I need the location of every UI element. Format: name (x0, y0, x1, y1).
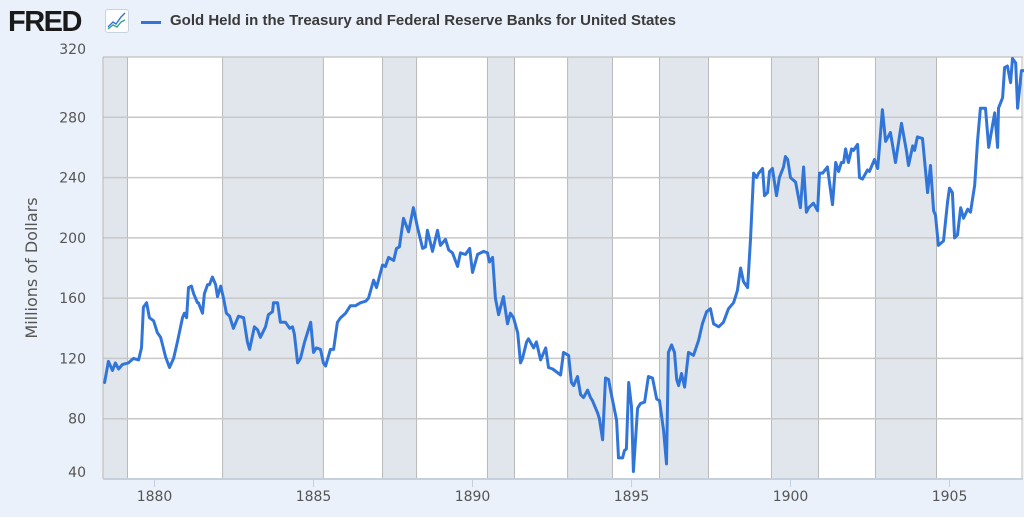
recession-band (103, 57, 128, 479)
recession-band (771, 57, 819, 479)
x-tick-label: 1895 (614, 489, 650, 505)
legend-label: Gold Held in the Treasury and Federal Re… (170, 12, 676, 29)
y-tick-label: 320 (59, 42, 86, 58)
recession-band (222, 57, 324, 479)
recession-band (487, 57, 515, 479)
x-tick-label: 1885 (296, 489, 332, 505)
x-tick-label: 1900 (773, 489, 809, 505)
x-tick-label: 1890 (455, 489, 491, 505)
line-chart-icon[interactable] (105, 9, 129, 33)
recession-band (567, 57, 613, 479)
fred-logo[interactable]: FRED (8, 6, 82, 38)
y-tick-label: 80 (68, 412, 86, 428)
x-tick-label: 1880 (137, 489, 173, 505)
line-chart-icon-graphic (107, 12, 126, 30)
y-tick-label: 40 (68, 465, 86, 481)
y-axis-ticks: 40 80 120 160 200 240 280 320 (59, 42, 86, 481)
y-tick-label: 120 (59, 351, 86, 367)
y-tick-label: 280 (59, 110, 86, 126)
series-line (103, 57, 1024, 473)
legend-swatch (141, 21, 161, 24)
x-tick-label: 1905 (932, 489, 968, 505)
x-axis-ticks: 1880 1885 1890 1895 1900 1905 (137, 480, 968, 505)
y-axis-title: Millions of Dollars (22, 197, 41, 338)
recession-bands (102, 57, 1023, 479)
y-tick-label: 160 (59, 291, 86, 307)
y-tick-label: 200 (59, 231, 86, 247)
recession-band (382, 57, 417, 479)
y-tick-label: 240 (59, 171, 86, 187)
series (103, 57, 1024, 473)
chart-header: FRED Gold Held in the Treasury and Feder… (0, 0, 1024, 44)
